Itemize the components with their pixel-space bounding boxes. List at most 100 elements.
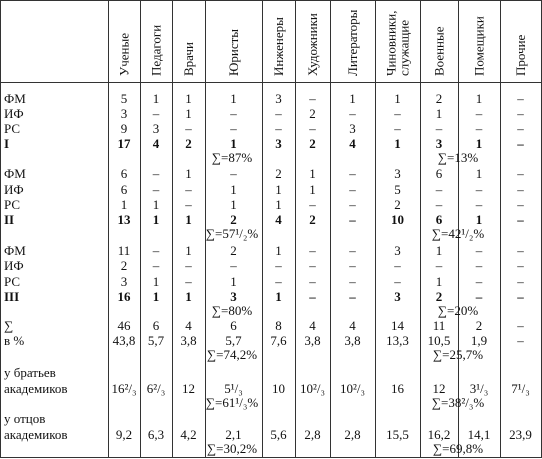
cell: 2	[309, 212, 316, 227]
cell: 12	[182, 381, 195, 396]
cell: –	[517, 318, 524, 333]
cell: 3	[394, 243, 401, 258]
cell: –	[517, 258, 524, 273]
column-border	[295, 0, 296, 458]
cell: 6	[152, 318, 160, 333]
cell: 1,9	[470, 333, 488, 348]
column-header: Инженеры	[271, 17, 286, 76]
cell: 1	[120, 197, 128, 212]
column-header: Педагоги	[148, 24, 164, 76]
cell: –	[349, 197, 356, 212]
cell: 1	[475, 166, 483, 181]
column-header: Литераторы	[345, 9, 360, 76]
cell: –	[230, 121, 237, 136]
cell: 1	[152, 274, 160, 289]
cell: 14,1	[467, 427, 491, 442]
cell: –	[349, 274, 356, 289]
cell: –	[517, 274, 524, 289]
cell: 7,6	[270, 333, 287, 348]
column-border	[458, 0, 459, 458]
cell: 16	[117, 289, 131, 304]
cell: 2	[185, 136, 192, 151]
cell: 12	[432, 381, 446, 396]
cell: –	[185, 197, 192, 212]
cell: 1	[185, 106, 192, 121]
cell: –	[517, 182, 524, 197]
cell: 10	[391, 212, 404, 227]
cell: 43,8	[112, 333, 136, 348]
cell: –	[517, 136, 524, 151]
cell: 4	[349, 136, 356, 151]
cell: 9,2	[115, 427, 133, 442]
cell: –	[394, 258, 401, 273]
cell: –	[349, 258, 356, 273]
cell: 2	[275, 166, 282, 181]
cell: 1	[185, 212, 192, 227]
cell: –	[349, 182, 356, 197]
cell: 2	[394, 197, 401, 212]
cell: 4,2	[180, 427, 197, 442]
column-header: Юристы	[226, 28, 241, 76]
row-label: ФМ	[4, 166, 26, 181]
cell: –	[309, 243, 316, 258]
row-label: I	[4, 136, 10, 151]
cell: 1	[275, 289, 282, 304]
cell: –	[275, 106, 282, 121]
sum-note: ∑=69,8%	[432, 441, 484, 456]
cell: –	[152, 182, 160, 197]
cell: 3,8	[304, 333, 321, 348]
row-label: ИФ	[4, 106, 24, 121]
cell: 5	[394, 182, 401, 197]
cell: 2	[475, 318, 483, 333]
cell: 3¹/₃	[469, 381, 489, 396]
cell: –	[517, 106, 524, 121]
cell: 3	[120, 106, 128, 121]
cell: 2,1	[225, 427, 242, 442]
cell: –	[309, 121, 316, 136]
cell: 1	[309, 166, 316, 181]
cell: 13,3	[386, 333, 409, 348]
cell: 1	[275, 182, 282, 197]
cell: 1	[394, 136, 401, 151]
cell: 6,3	[147, 427, 165, 442]
cell: –	[394, 121, 401, 136]
column-border	[108, 0, 109, 458]
cell: 1	[152, 212, 160, 227]
cell: –	[275, 258, 282, 273]
column-border	[330, 0, 331, 458]
sum-note: ∑=80%	[211, 303, 253, 318]
cell: 1	[230, 182, 237, 197]
cell: –	[435, 258, 443, 273]
column-header: Прочие	[513, 34, 528, 76]
sum-note: ∑=30,2%	[206, 441, 258, 456]
cell: –	[517, 212, 524, 227]
cell: –	[309, 289, 316, 304]
sum-note: ∑=20%	[437, 303, 479, 318]
row-label: ФМ	[4, 91, 26, 106]
row-label: РС	[4, 274, 21, 289]
cell: 10,5	[427, 333, 451, 348]
cell: 1	[275, 243, 282, 258]
cell: 6	[120, 182, 128, 197]
cell: –	[309, 274, 316, 289]
column-header: Художники	[305, 13, 320, 76]
cell: 1	[349, 91, 356, 106]
cell: –	[230, 166, 237, 181]
cell: 16²/₃	[111, 381, 137, 396]
column-border	[172, 0, 173, 458]
cell: –	[435, 182, 443, 197]
column-border	[0, 0, 1, 458]
cell: –	[152, 106, 160, 121]
sum-note: ∑=61¹/₃%	[205, 395, 259, 410]
cell: –	[275, 121, 282, 136]
cell: 1	[475, 91, 483, 106]
cell: 2	[309, 136, 316, 151]
cell: 17	[117, 136, 131, 151]
cell: 2,8	[344, 427, 361, 442]
sum-note: ∑=74,2%	[206, 347, 258, 362]
cell: 9	[120, 121, 128, 136]
cell: –	[475, 274, 483, 289]
sum-note: ∑=38²/₃%	[431, 395, 485, 410]
column-border	[140, 0, 141, 458]
